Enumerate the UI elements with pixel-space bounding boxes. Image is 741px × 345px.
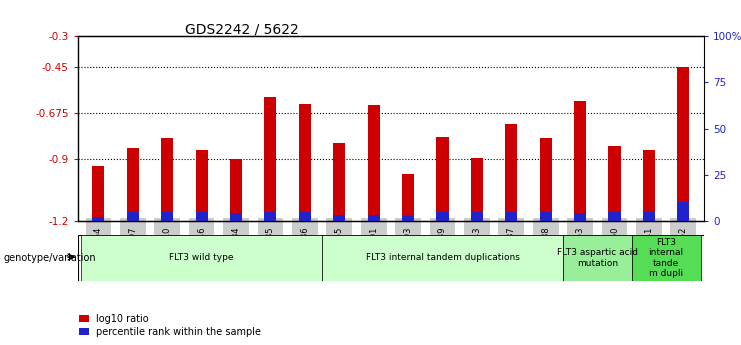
Bar bbox=[643, 150, 655, 221]
Bar bbox=[505, 125, 517, 221]
Bar bbox=[299, 104, 311, 221]
Bar bbox=[608, 213, 620, 221]
Bar bbox=[436, 137, 448, 221]
Bar bbox=[322, 235, 563, 281]
Text: genotype/variation: genotype/variation bbox=[4, 253, 96, 263]
Bar bbox=[471, 158, 483, 221]
Bar bbox=[265, 213, 276, 221]
Text: FLT3 aspartic acid
mutation: FLT3 aspartic acid mutation bbox=[556, 248, 638, 268]
Bar bbox=[677, 67, 689, 221]
Bar bbox=[643, 213, 655, 221]
Bar bbox=[402, 216, 414, 221]
Bar bbox=[127, 148, 139, 221]
Bar bbox=[230, 214, 242, 221]
Bar bbox=[196, 211, 207, 221]
Bar bbox=[162, 138, 173, 221]
Bar bbox=[299, 213, 311, 221]
Bar bbox=[333, 215, 345, 221]
Bar bbox=[471, 213, 483, 221]
Bar bbox=[574, 101, 586, 221]
Bar bbox=[402, 174, 414, 221]
Text: FLT3 internal tandem duplications: FLT3 internal tandem duplications bbox=[365, 253, 519, 263]
Bar bbox=[539, 213, 552, 221]
Bar bbox=[230, 159, 242, 221]
Bar bbox=[539, 138, 552, 221]
Bar bbox=[93, 217, 104, 221]
Bar bbox=[265, 97, 276, 221]
Legend: log10 ratio, percentile rank within the sample: log10 ratio, percentile rank within the … bbox=[79, 314, 262, 337]
Bar bbox=[196, 150, 207, 221]
Bar bbox=[505, 213, 517, 221]
Bar bbox=[162, 211, 173, 221]
Bar bbox=[631, 235, 700, 281]
Bar bbox=[608, 146, 620, 221]
Bar bbox=[368, 215, 379, 221]
Bar bbox=[127, 211, 139, 221]
Bar bbox=[677, 202, 689, 221]
Text: GDS2242 / 5622: GDS2242 / 5622 bbox=[185, 22, 299, 37]
Bar bbox=[574, 214, 586, 221]
Bar bbox=[333, 143, 345, 221]
Bar bbox=[368, 105, 379, 221]
Text: FLT3 wild type: FLT3 wild type bbox=[170, 253, 234, 263]
Text: FLT3
internal
tande
m dupli: FLT3 internal tande m dupli bbox=[648, 238, 684, 278]
Bar bbox=[93, 166, 104, 221]
Bar bbox=[563, 235, 631, 281]
Bar bbox=[436, 213, 448, 221]
Bar bbox=[82, 235, 322, 281]
